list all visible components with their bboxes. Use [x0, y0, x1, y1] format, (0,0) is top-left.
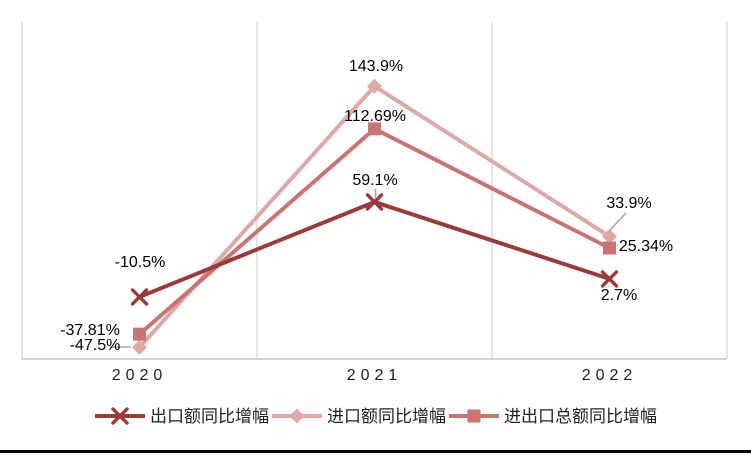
data-label-import-2020: -47.5%	[69, 337, 121, 354]
data-label-total-2022: 25.34%	[618, 238, 674, 255]
legend-item-export: 出口额同比增幅	[94, 407, 269, 425]
data-label-export-2020: -10.5%	[114, 254, 166, 271]
legend-item-import: 进口额同比增幅	[271, 407, 446, 425]
legend-label-total: 进出口总额同比增幅	[504, 406, 657, 426]
diamond-marker-line-icon	[272, 408, 322, 424]
legend: 出口额同比增幅 进口额同比增幅 进出口总额同比增幅	[0, 407, 751, 425]
data-label-export-2021: 59.1%	[352, 172, 398, 189]
data-label-import-2022: 33.9%	[606, 195, 652, 212]
square-marker-line-icon	[449, 409, 499, 423]
x-axis-label-2020: 2020	[111, 367, 168, 384]
legend-item-total: 进出口总额同比增幅	[448, 407, 657, 425]
legend-label-import: 进口额同比增幅	[327, 406, 446, 426]
x-axis-label-2022: 2022	[581, 367, 638, 384]
x-marker-line-icon	[95, 407, 145, 425]
data-label-import-2021: 143.9%	[348, 58, 404, 75]
x-axis-label-2021: 2021	[346, 367, 403, 384]
data-label-export-2022: 2.7%	[600, 287, 638, 304]
data-label-total-2020: -37.81%	[60, 322, 120, 339]
legend-label-export: 出口额同比增幅	[150, 406, 269, 426]
data-label-total-2021: 112.69%	[344, 108, 406, 125]
bottom-border-line	[0, 450, 751, 453]
